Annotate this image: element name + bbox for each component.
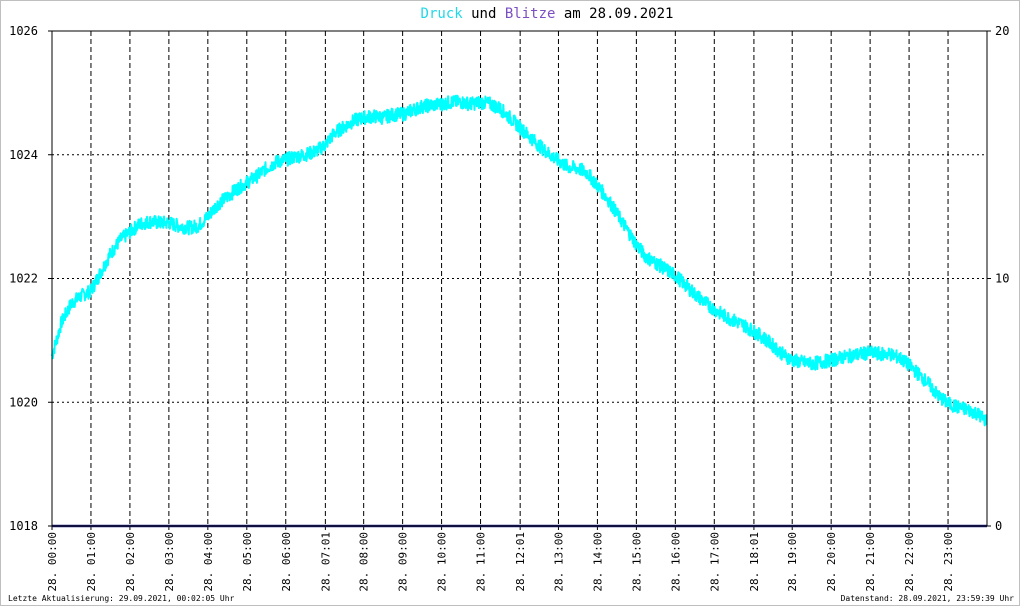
- x-tick-label: 28. 20:00: [825, 532, 838, 592]
- title-date: am 28.09.2021: [555, 6, 673, 22]
- x-tick-label: 28. 15:00: [630, 532, 643, 592]
- y-left-tick-label: 1026: [9, 24, 38, 38]
- x-tick-label: 28. 06:00: [280, 532, 293, 592]
- x-tick-label: 28. 21:00: [864, 532, 877, 592]
- x-tick-label: 28. 08:00: [358, 532, 371, 592]
- x-tick-label: 28. 03:00: [163, 532, 176, 592]
- y-axis-left: 1018 1020 1022 1024 1026: [9, 24, 52, 533]
- x-tick-label: 28. 12:01: [514, 532, 527, 592]
- plot-border: [51, 30, 988, 527]
- y-right-tick-label: 10: [995, 272, 1009, 286]
- title-blitze: Blitze: [505, 6, 556, 22]
- x-tick-label: 28. 09:00: [397, 532, 410, 592]
- x-tick-label: 28. 23:00: [942, 532, 955, 592]
- title-druck: Druck: [421, 6, 464, 22]
- title-und: und: [463, 6, 505, 22]
- y-left-tick-label: 1020: [9, 395, 38, 409]
- x-tick-label: 28. 04:00: [202, 532, 215, 592]
- x-tick-label: 28. 22:00: [903, 532, 916, 592]
- x-tick-label: 28. 07:01: [319, 532, 332, 592]
- x-tick-label: 28. 13:00: [552, 532, 565, 592]
- x-tick-label: 28. 17:00: [708, 532, 721, 592]
- y-right-tick-label: 0: [995, 519, 1002, 533]
- x-tick-label: 28. 16:00: [669, 532, 682, 592]
- x-tick-label: 28. 11:00: [475, 532, 488, 592]
- y-left-tick-label: 1018: [9, 519, 38, 533]
- chart-title: Druck und Blitze am 28.09.2021: [421, 6, 674, 22]
- series-druck-line: [51, 94, 988, 427]
- x-axis: 28. 00:00 28. 01:00 28. 02:00 28. 03:00 28. …: [46, 526, 955, 592]
- y-right-tick-label: 20: [995, 24, 1009, 38]
- x-tick-label: 28. 14:00: [591, 532, 604, 592]
- x-tick-label: 28. 02:00: [124, 532, 137, 592]
- y-left-tick-label: 1024: [9, 148, 38, 162]
- x-tick-label: 28. 05:00: [241, 532, 254, 592]
- x-tick-label: 28. 19:00: [786, 532, 799, 592]
- grid: [52, 31, 987, 526]
- footer-data-status: Datenstand: 28.09.2021, 23:59:39 Uhr: [841, 594, 1015, 603]
- footer-last-update: Letzte Aktualisierung: 29.09.2021, 00:02…: [8, 594, 235, 603]
- x-tick-label: 28. 00:00: [46, 532, 59, 592]
- x-tick-label: 28. 01:00: [85, 532, 98, 592]
- x-tick-label: 28. 18:01: [748, 532, 761, 592]
- y-left-tick-label: 1022: [9, 272, 38, 286]
- x-tick-label: 28. 10:00: [436, 532, 449, 592]
- y-axis-right: 0 10 20: [987, 24, 1009, 533]
